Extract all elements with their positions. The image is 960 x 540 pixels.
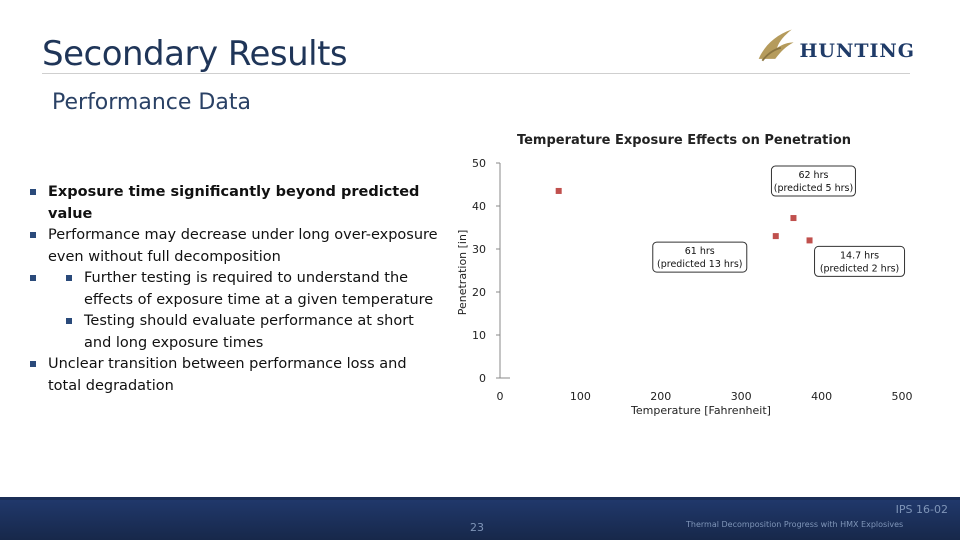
chart-canvas: Temperature Exposure Effects on Penetrat…: [456, 133, 913, 417]
annotation-text: 62 hrs: [798, 170, 828, 181]
page-number: 23: [470, 521, 484, 534]
sub-bullet-item: Further testing is required to understan…: [64, 268, 438, 311]
x-axis-label: Temperature [Fahrenheit]: [630, 404, 771, 417]
x-tick-label: 500: [892, 390, 913, 403]
x-tick-label: 200: [650, 390, 671, 403]
footer-band: [0, 500, 960, 540]
slide-title: Secondary Results: [42, 34, 348, 74]
x-tick-label: 300: [731, 390, 752, 403]
footer-caption: Thermal Decomposition Progress with HMX …: [686, 520, 904, 529]
annotation-text: (predicted 2 hrs): [820, 263, 899, 274]
scatter-chart: Temperature Exposure Effects on Penetrat…: [452, 125, 932, 425]
x-tick-label: 100: [570, 390, 591, 403]
y-axis-label: Penetration [in]: [456, 230, 469, 316]
footer-code: IPS 16-02: [895, 503, 948, 516]
title-divider: [42, 73, 910, 74]
y-tick-label: 20: [472, 286, 486, 299]
data-point: [772, 233, 779, 240]
y-tick-label: 10: [472, 329, 486, 342]
bullet-item: Unclear transition between performance l…: [28, 354, 438, 397]
x-tick-label: 400: [811, 390, 832, 403]
bullet-item: Exposure time significantly beyond predi…: [28, 182, 438, 225]
annotation-text: 14.7 hrs: [840, 250, 879, 261]
eagle-icon: [758, 29, 794, 62]
annotation-text: (predicted 13 hrs): [657, 259, 742, 270]
slide-subtitle: Performance Data: [52, 90, 251, 115]
annotation-text: (predicted 5 hrs): [774, 183, 853, 194]
y-tick-label: 30: [472, 243, 486, 256]
x-tick-label: 0: [497, 390, 504, 403]
y-tick-label: 40: [472, 200, 486, 213]
y-tick-label: 50: [472, 157, 486, 170]
data-point: [555, 187, 562, 194]
data-point: [806, 237, 813, 244]
annotation-callout: [814, 245, 906, 277]
data-point: [790, 215, 797, 222]
sub-bullet-group: Further testing is required to understan…: [28, 268, 438, 354]
annotation-text: 61 hrs: [685, 246, 715, 257]
chart-title: Temperature Exposure Effects on Penetrat…: [517, 133, 851, 148]
hunting-logo: HUNTING: [755, 22, 915, 70]
sub-bullet-item: Testing should evaluate performance at s…: [64, 311, 438, 354]
y-tick-label: 0: [479, 372, 486, 385]
bullet-list: Exposure time significantly beyond predi…: [28, 182, 438, 397]
bullet-item: Performance may decrease under long over…: [28, 225, 438, 268]
annotation-callout: [770, 165, 856, 197]
annotation-callout: [652, 241, 748, 273]
logo-wordmark: HUNTING: [799, 40, 915, 62]
